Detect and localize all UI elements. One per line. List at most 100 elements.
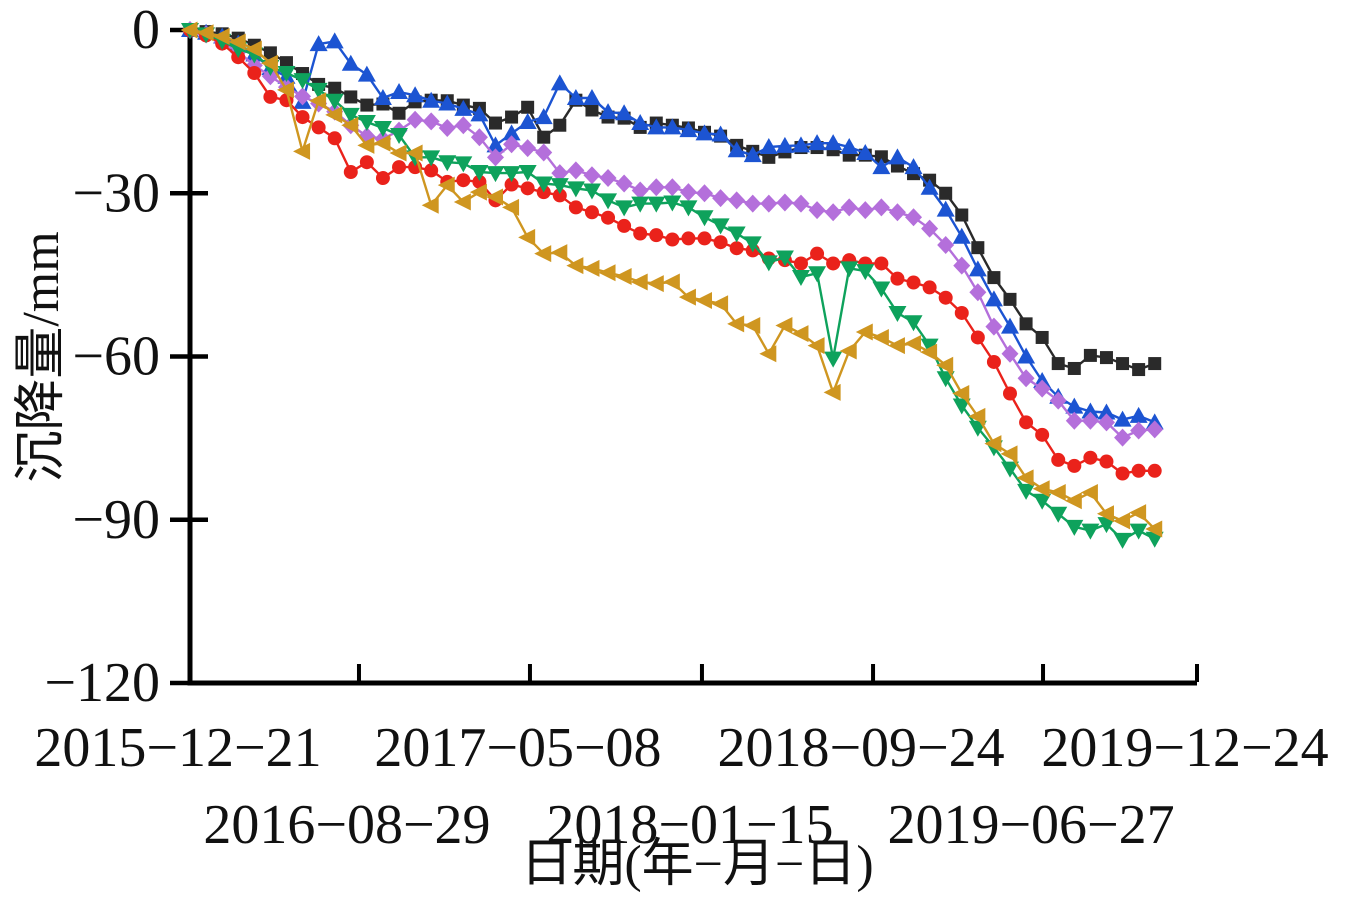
diamond-marker xyxy=(1097,413,1115,432)
triangle-down-marker xyxy=(1097,517,1116,534)
triangle-left-marker xyxy=(646,275,664,293)
diamond-marker xyxy=(647,178,665,197)
circle-marker xyxy=(649,228,664,243)
diamond-marker xyxy=(744,194,762,213)
diamond-marker xyxy=(1114,428,1132,447)
circle-marker xyxy=(922,280,937,295)
triangle-up-marker xyxy=(888,148,907,165)
triangle-left-marker xyxy=(936,356,954,374)
triangle-up-marker xyxy=(518,112,537,129)
circle-marker xyxy=(263,89,278,104)
triangle-left-marker xyxy=(662,273,680,291)
circle-marker xyxy=(295,110,310,125)
circle-marker xyxy=(1019,415,1034,430)
circle-marker xyxy=(793,256,808,271)
diamond-marker xyxy=(776,193,794,212)
diamond-marker xyxy=(438,118,456,137)
triangle-up-marker xyxy=(759,137,778,154)
square-marker xyxy=(488,116,502,130)
circle-marker xyxy=(375,171,390,186)
diamond-marker xyxy=(1049,391,1067,410)
triangle-left-marker xyxy=(276,81,294,99)
square-marker xyxy=(762,150,776,164)
triangle-down-marker xyxy=(357,114,376,131)
triangle-down-marker xyxy=(293,73,312,90)
triangle-left-marker xyxy=(823,383,841,401)
diamond-marker xyxy=(535,143,553,162)
triangle-left-marker xyxy=(1113,512,1131,530)
diamond-marker xyxy=(888,203,906,222)
square-marker xyxy=(1067,361,1081,375)
triangle-down-marker xyxy=(840,261,859,278)
triangle-left-marker xyxy=(807,337,825,355)
triangle-down-marker xyxy=(695,210,714,227)
triangle-left-marker xyxy=(389,144,407,162)
triangle-down-marker xyxy=(888,305,907,322)
circle-marker xyxy=(697,231,712,246)
y-tick-label: −90 xyxy=(72,489,160,551)
square-marker xyxy=(328,81,342,95)
triangle-left-marker xyxy=(968,407,986,425)
triangle-up-marker xyxy=(341,54,360,71)
circle-marker xyxy=(1147,463,1162,478)
triangle-up-marker xyxy=(968,260,987,277)
y-tick-label: −60 xyxy=(72,326,160,388)
triangle-left-marker xyxy=(180,21,198,39)
diamond-marker xyxy=(294,87,312,106)
triangle-left-marker xyxy=(1016,469,1034,487)
triangle-left-marker xyxy=(775,316,793,334)
diamond-marker xyxy=(728,191,746,210)
square-marker xyxy=(939,186,953,200)
triangle-left-marker xyxy=(196,24,214,42)
diamond-marker xyxy=(583,166,601,185)
circle-marker xyxy=(1003,386,1018,401)
triangle-down-marker xyxy=(679,200,698,217)
triangle-up-marker xyxy=(615,104,634,121)
triangle-up-marker xyxy=(984,290,1003,307)
triangle-up-marker xyxy=(566,89,585,106)
diamond-marker xyxy=(921,219,939,238)
diamond-marker xyxy=(567,161,585,180)
circle-marker xyxy=(986,354,1001,369)
diamond-marker xyxy=(519,139,537,158)
triangle-up-marker xyxy=(422,91,441,108)
triangle-down-marker xyxy=(904,315,923,332)
triangle-down-marker xyxy=(615,200,634,217)
triangle-up-marker xyxy=(357,65,376,82)
triangle-up-marker xyxy=(824,134,843,151)
triangle-up-marker xyxy=(1001,317,1020,334)
triangle-left-marker xyxy=(791,325,809,343)
triangle-left-marker xyxy=(743,316,761,334)
triangle-up-marker xyxy=(534,108,553,125)
y-tick-label: 0 xyxy=(132,0,160,61)
square-marker xyxy=(553,118,567,132)
square-marker xyxy=(1148,357,1162,371)
triangle-left-marker xyxy=(518,228,536,246)
triangle-left-marker xyxy=(260,54,278,72)
triangle-up-marker xyxy=(647,118,666,135)
circle-marker xyxy=(311,120,326,135)
circle-marker xyxy=(970,330,985,345)
triangle-up-marker xyxy=(550,74,569,91)
x-tick-label: 2018−09−24 xyxy=(717,717,1004,779)
triangle-up-marker xyxy=(470,105,489,122)
circle-marker xyxy=(1131,463,1146,478)
triangle-left-marker xyxy=(598,264,616,282)
x-tick-label: 2018−01−15 xyxy=(546,794,833,856)
triangle-left-marker xyxy=(952,385,970,403)
circle-marker xyxy=(359,155,374,170)
circle-marker xyxy=(1051,452,1066,467)
triangle-down-marker xyxy=(486,166,505,183)
square-marker xyxy=(1116,357,1130,371)
circle-marker xyxy=(584,205,599,220)
diamond-marker xyxy=(663,178,681,197)
circle-marker xyxy=(1035,427,1050,442)
square-marker xyxy=(1003,292,1017,306)
series-gold-left-triangles xyxy=(180,21,1163,538)
circle-marker xyxy=(713,235,728,250)
triangle-left-marker xyxy=(502,198,520,216)
triangle-down-marker xyxy=(647,196,666,213)
diamond-marker xyxy=(486,148,504,167)
triangle-down-marker xyxy=(518,165,537,182)
triangle-down-marker xyxy=(711,218,730,235)
